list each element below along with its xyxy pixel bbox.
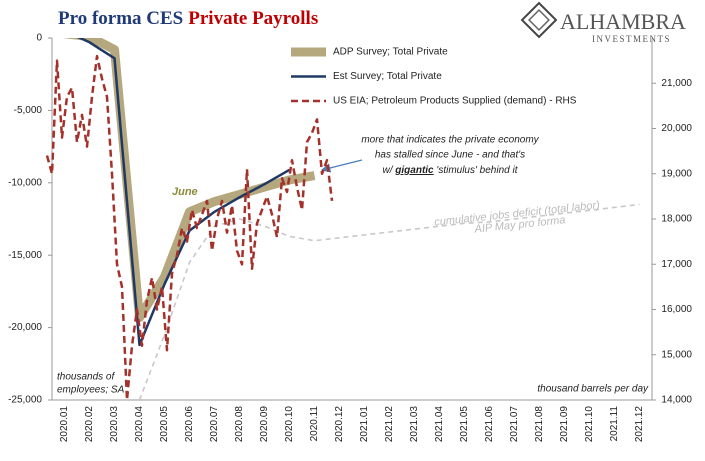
comment-part: gigantic — [394, 165, 434, 176]
logo-icon — [520, 1, 558, 39]
x-tick-label: 2020.11 — [309, 406, 320, 442]
y-tick-label: -5,000 — [14, 105, 43, 116]
x-tick-label: 2021.08 — [534, 406, 545, 443]
y-tick-label: -20,000 — [8, 322, 42, 333]
x-tick-label: 2021.11 — [609, 406, 620, 442]
y2-tick-label: 16,000 — [661, 304, 692, 315]
x-tick-label: 2020.09 — [259, 406, 270, 443]
x-tick-label: 2021.03 — [409, 406, 420, 443]
y2-tick-label: 18,000 — [661, 214, 692, 225]
x-tick-label: 2020.01 — [59, 406, 70, 443]
logo-sub: INVESTMENTS — [592, 34, 671, 44]
y-unit-label: employees; SA — [57, 385, 125, 396]
y-tick-label: -10,000 — [8, 177, 42, 188]
x-tick-label: 2021.01 — [359, 406, 370, 443]
x-tick-label: 2021.04 — [434, 406, 445, 443]
comment-line: more that indicates the private economy — [361, 135, 539, 146]
logo: ALHAMBRA INVESTMENTS — [520, 1, 686, 44]
plot-area — [63, 38, 640, 400]
x-tick-label: 2020.08 — [234, 406, 245, 443]
series-line — [63, 38, 316, 322]
logo-name: ALHAMBRA — [560, 9, 686, 34]
legend-label: ADP Survey; Total Private — [333, 47, 448, 58]
y2-tick-label: 21,000 — [661, 78, 692, 89]
series-line — [138, 203, 640, 400]
june-label: June — [172, 186, 198, 198]
x-tick-label: 2021.06 — [484, 406, 495, 443]
legend-label: US EIA; Petroleum Products Supplied (dem… — [333, 96, 577, 107]
chart-title: Pro forma CES Private Payrolls — [58, 8, 318, 29]
y2-tick-label: 14,000 — [661, 395, 692, 406]
logo-icon — [528, 9, 550, 31]
x-tick-label: 2021.05 — [459, 406, 470, 443]
x-tick-label: 2020.05 — [159, 406, 170, 443]
comment-line: w/ gigantic 'stimulus' behind it — [383, 165, 519, 176]
series-line — [77, 38, 291, 347]
x-tick-label: 2020.03 — [109, 406, 120, 443]
x-tick-label: 2021.02 — [384, 406, 395, 443]
x-tick-label: 2020.07 — [209, 406, 220, 443]
x-tick-label: 2020.12 — [334, 406, 345, 443]
y2-tick-label: 15,000 — [661, 349, 692, 360]
title-part: Private Payrolls — [188, 8, 318, 29]
x-tick-label: 2021.12 — [634, 406, 645, 443]
comment-part: 'stimulus' behind it — [434, 165, 519, 176]
x-tick-label: 2021.09 — [559, 406, 570, 443]
x-tick-label: 2020.02 — [84, 406, 95, 443]
legend-label: Est Survey; Total Private — [333, 71, 442, 82]
y-tick-label: 0 — [36, 33, 42, 44]
comment-part: w/ — [383, 165, 396, 176]
x-tick-label: 2020.06 — [184, 406, 195, 443]
x-tick-label: 2021.10 — [584, 406, 595, 443]
y-tick-label: -15,000 — [8, 250, 42, 261]
series-line — [45, 54, 334, 402]
y-tick-label: -25,000 — [8, 395, 42, 406]
comment-line: has stalled since June - and that's — [375, 150, 525, 161]
title-part: Pro forma CES — [58, 8, 183, 29]
x-tick-label: 2020.10 — [284, 406, 295, 443]
y2-tick-label: 20,000 — [661, 123, 692, 134]
y2-unit-label: thousand barrels per day — [537, 384, 649, 395]
y2-tick-label: 19,000 — [661, 168, 692, 179]
y-unit-label: thousands of — [57, 372, 115, 383]
x-tick-label: 2021.07 — [509, 406, 520, 443]
y2-tick-label: 17,000 — [661, 259, 692, 270]
x-tick-label: 2020.04 — [134, 406, 145, 443]
